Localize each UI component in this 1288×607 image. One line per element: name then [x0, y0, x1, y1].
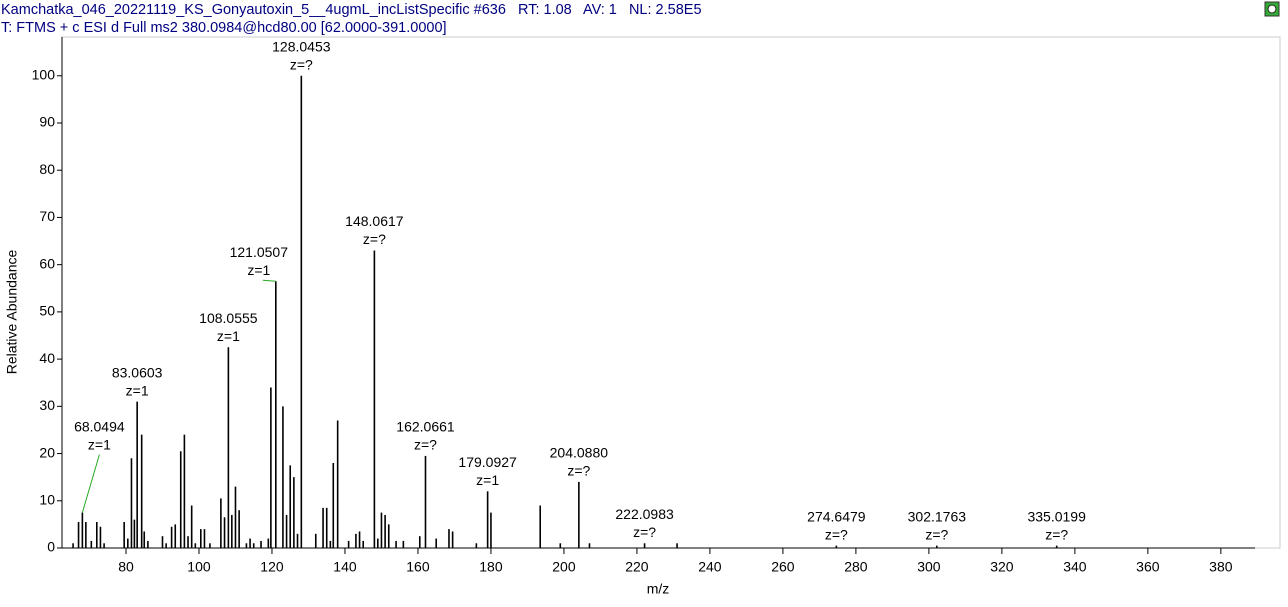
- x-axis-label: m/z: [647, 581, 670, 597]
- x-tick-label: 120: [260, 559, 284, 575]
- plot-frame: [61, 36, 1281, 549]
- chart-title: Kamchatka_046_20221119_KS_Gonyautoxin_5_…: [1, 2, 702, 18]
- x-tick-label: 200: [552, 559, 576, 575]
- x-tick-label: 180: [479, 559, 503, 575]
- peak-charge: z=1: [217, 328, 240, 344]
- y-tick-label: 0: [47, 539, 55, 555]
- peak-label: 121.0507: [230, 244, 289, 260]
- y-tick-label: 70: [39, 208, 55, 224]
- peak-charge: z=?: [1045, 526, 1068, 542]
- peak-charge: z=?: [290, 56, 313, 72]
- label-leader: [81, 454, 100, 513]
- peak-charge: z=?: [925, 526, 948, 542]
- peak-label: 128.0453: [272, 38, 331, 54]
- y-tick-label: 50: [39, 303, 55, 319]
- peak-charge: z=1: [126, 382, 149, 398]
- peak-label: 222.0983: [615, 506, 674, 522]
- chart-subtitle: T: FTMS + c ESI d Full ms2 380.0984@hcd8…: [1, 20, 447, 36]
- y-tick-label: 100: [32, 66, 56, 82]
- peak-label: 108.0555: [199, 310, 258, 326]
- x-tick-label: 220: [625, 559, 649, 575]
- peak-charge: z=?: [567, 463, 590, 479]
- x-tick-label: 280: [844, 559, 868, 575]
- x-tick-label: 140: [333, 559, 357, 575]
- peak-label: 162.0661: [396, 419, 455, 435]
- x-tick-label: 340: [1063, 559, 1087, 575]
- peak-charge: z=?: [363, 231, 386, 247]
- peak-label: 204.0880: [550, 445, 609, 461]
- peak-charge: z=1: [247, 262, 270, 278]
- peak-charge: z=?: [825, 526, 848, 542]
- y-tick-label: 30: [39, 397, 55, 413]
- peak-label: 83.0603: [112, 364, 163, 380]
- label-leader: [262, 279, 276, 282]
- peak-charge: z=1: [88, 436, 111, 452]
- x-tick-label: 160: [406, 559, 430, 575]
- y-axis-label: Relative Abundance: [4, 250, 20, 375]
- peak-charge: z=?: [633, 524, 656, 540]
- x-tick-label: 80: [118, 559, 134, 575]
- peak-label: 274.6479: [807, 508, 866, 524]
- x-tick-label: 320: [990, 559, 1014, 575]
- y-tick-label: 20: [39, 444, 55, 460]
- x-tick-label: 100: [187, 559, 211, 575]
- y-tick-label: 60: [39, 255, 55, 271]
- peak-label: 179.0927: [458, 454, 517, 470]
- y-tick-label: 90: [39, 114, 55, 130]
- x-tick-label: 360: [1136, 559, 1160, 575]
- y-tick-label: 10: [39, 491, 55, 507]
- y-tick-label: 40: [39, 350, 55, 366]
- x-tick-label: 300: [917, 559, 941, 575]
- peak-label: 68.0494: [74, 418, 125, 434]
- x-tick-label: 260: [771, 559, 795, 575]
- peak-label: 302.1763: [908, 508, 967, 524]
- x-tick-label: 380: [1209, 559, 1233, 575]
- peak-label: 148.0617: [345, 213, 404, 229]
- peak-label: 335.0199: [1027, 508, 1086, 524]
- icon-dot: [1267, 4, 1277, 14]
- peak-charge: z=1: [476, 472, 499, 488]
- peak-charge: z=?: [414, 437, 437, 453]
- corner-icon[interactable]: [1264, 1, 1280, 17]
- x-tick-label: 240: [698, 559, 722, 575]
- y-tick-label: 80: [39, 161, 55, 177]
